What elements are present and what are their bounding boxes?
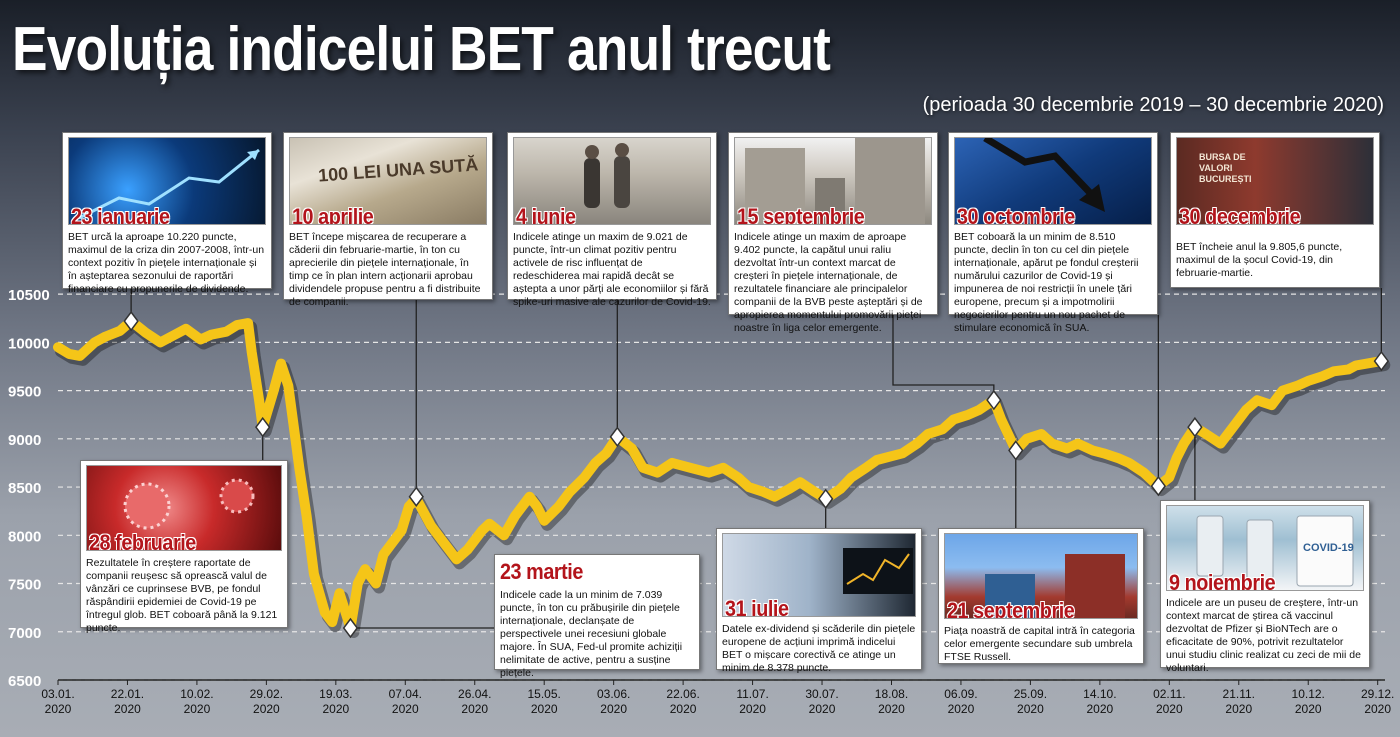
x-tick-label: 29.02. 2020 — [250, 687, 283, 716]
callout-date: 4 iunie — [516, 204, 576, 225]
callout-10-aprilie: 100 LEI UNA SUTĂ 10 aprilie BET începe m… — [283, 132, 493, 308]
x-tick-label: 14.10. 2020 — [1083, 687, 1116, 716]
callout-date: 28 februarie — [89, 530, 196, 551]
event-marker — [408, 486, 424, 507]
event-marker — [609, 426, 626, 448]
x-tick-label: 10.02. 2020 — [180, 687, 213, 716]
callout-text: BET încheie anul la 9.805,6 puncte, maxi… — [1176, 241, 1343, 279]
vaccine-vials-photo: COVID-19 9 noiembrie — [1166, 505, 1364, 591]
vaccine-label-text: COVID-19 — [1303, 542, 1354, 554]
y-tick-label: 6500 — [8, 673, 41, 690]
x-tick-label: 22.06. 2020 — [666, 687, 699, 716]
x-tick-label: 10.12. 2020 — [1292, 687, 1325, 716]
down-arrow-photo: 30 octombrie — [954, 137, 1152, 225]
callout-21-septembrie: 21 septembrie Piața noastră de capital i… — [938, 528, 1144, 664]
bet-index-line — [53, 316, 1387, 633]
x-tick-label: 03.06. 2020 — [597, 687, 630, 716]
event-marker — [817, 488, 834, 510]
callout-28-februarie: 28 februarie Rezultatele în creștere rap… — [80, 460, 288, 634]
y-tick-label: 10500 — [8, 287, 50, 304]
callout-23-martie: 23 martie Indicele cade la un minim de 7… — [494, 554, 700, 679]
callout-15-septembrie: 15 septembrie Indicele atinge un maxim d… — [728, 132, 938, 334]
x-tick-label: 18.08. 2020 — [875, 687, 908, 716]
bvb-sign-photo: BURSA DE VALORI BUCUREȘTI 30 decembrie — [1176, 137, 1374, 225]
event-marker — [1150, 475, 1167, 497]
callout-date: 31 iulie — [725, 596, 789, 617]
wall-street-photo: 15 septembrie — [734, 137, 932, 225]
callout-text: BET urcă la aproape 10.220 puncte, maxim… — [68, 231, 265, 295]
callout-date: 10 aprilie — [292, 204, 374, 225]
event-marker — [342, 617, 359, 639]
y-tick-label: 9000 — [8, 432, 41, 449]
banknotes-photo: 100 LEI UNA SUTĂ 10 aprilie — [289, 137, 487, 225]
event-markers — [123, 310, 1390, 639]
event-marker — [1008, 440, 1024, 461]
event-marker — [986, 389, 1002, 411]
callout-text: Indicele cade la un minim de 7.039 punct… — [500, 589, 683, 679]
x-tick-label: 25.09. 2020 — [1014, 687, 1047, 716]
x-tick-label: 06.09. 2020 — [944, 687, 977, 716]
y-tick-label: 9500 — [8, 384, 41, 401]
y-tick-label: 10000 — [8, 335, 50, 352]
callout-date: 23 ianuarie — [71, 204, 170, 225]
callout-date: 21 septembrie — [947, 598, 1075, 619]
callout-text: Piața noastră de capital intră în catego… — [944, 625, 1135, 663]
x-tick-label: 15.05. 2020 — [528, 687, 561, 716]
event-marker — [1373, 350, 1390, 372]
x-tick-label: 19.03. 2020 — [319, 687, 352, 716]
banknote-text: 100 LEI UNA SUTĂ — [317, 154, 479, 186]
virus-photo: 28 februarie — [86, 465, 282, 551]
x-tick-label: 02.11. 2020 — [1153, 687, 1185, 716]
callout-31-iulie: 31 iulie Datele ex-dividend și scăderile… — [716, 528, 922, 674]
x-tick-label: 11.07. 2020 — [736, 687, 768, 716]
y-tick-label: 8000 — [8, 528, 41, 545]
x-tick-label: 07.04. 2020 — [389, 687, 422, 716]
event-marker — [123, 310, 139, 332]
x-tick-label: 30.07. 2020 — [805, 687, 838, 716]
globe-chart-photo: 23 ianuarie — [68, 137, 266, 225]
y-tick-label: 7000 — [8, 625, 41, 642]
bet-series — [53, 316, 1391, 638]
callout-date: 9 noiembrie — [1169, 570, 1276, 591]
event-marker — [1187, 416, 1203, 438]
callout-text: BET coboară la un minim de 8.510 puncte,… — [954, 231, 1139, 334]
y-axis-ticks: 6500 7000 7500 8000 8500 9000 9500 10000 10500 — [8, 287, 50, 690]
y-tick-label: 8500 — [8, 480, 41, 497]
callout-30-decembrie: BURSA DE VALORI BUCUREȘTI 30 decembrie B… — [1170, 132, 1380, 288]
callout-4-iunie: 4 iunie Indicele atinge un maxim de 9.02… — [507, 132, 717, 308]
callout-date: 30 decembrie — [1179, 204, 1301, 225]
callout-date: 30 octombrie — [957, 204, 1075, 225]
chart-subtitle: (perioada 30 decembrie 2019 – 30 decembr… — [922, 94, 1384, 116]
callout-9-noiembrie: COVID-19 9 noiembrie Indicele are un pus… — [1160, 500, 1370, 674]
y-tick-label: 7500 — [8, 577, 41, 594]
chart-title: Evoluția indicelui BET anul trecut — [12, 15, 831, 84]
street-masks-photo: 4 iunie — [513, 137, 711, 225]
callout-text: BET începe mișcarea de recuperare a căde… — [289, 231, 481, 308]
callout-text: Rezultatele în creștere raportate de com… — [86, 557, 278, 634]
laptop-chart-photo: 31 iulie — [722, 533, 916, 617]
x-tick-label: 03.01. 2020 — [41, 687, 74, 716]
event-marker — [255, 416, 271, 438]
building-photo: 21 septembrie — [944, 533, 1138, 619]
callout-date: 15 septembrie — [737, 204, 865, 225]
x-tick-label: 22.01. 2020 — [111, 687, 144, 716]
bvb-sign-text: BURSA DE VALORI BUCUREȘTI — [1199, 152, 1252, 184]
callout-date: 23 martie — [500, 559, 583, 584]
x-tick-label: 21.11. 2020 — [1223, 687, 1255, 716]
callout-text: Datele ex-dividend și scăderile din pieț… — [722, 623, 916, 674]
callout-23-ianuarie: 23 ianuarie BET urcă la aproape 10.220 p… — [62, 132, 272, 295]
x-tick-label: 26.04. 2020 — [458, 687, 491, 716]
callout-text: Indicele are un puseu de creștere, într-… — [1166, 597, 1361, 674]
callout-text: Indicele atinge un maxim de 9.021 de pun… — [513, 231, 711, 308]
x-tick-label: 29.12. 2020 — [1361, 687, 1394, 716]
callout-30-octombrie: 30 octombrie BET coboară la un minim de … — [948, 132, 1158, 334]
callout-text: Indicele atinge un maxim de aproape 9.40… — [734, 231, 923, 334]
x-axis-ticks: 03.01. 2020 22.01. 2020 10.02. 2020 29.02. 2020… — [41, 679, 1394, 716]
